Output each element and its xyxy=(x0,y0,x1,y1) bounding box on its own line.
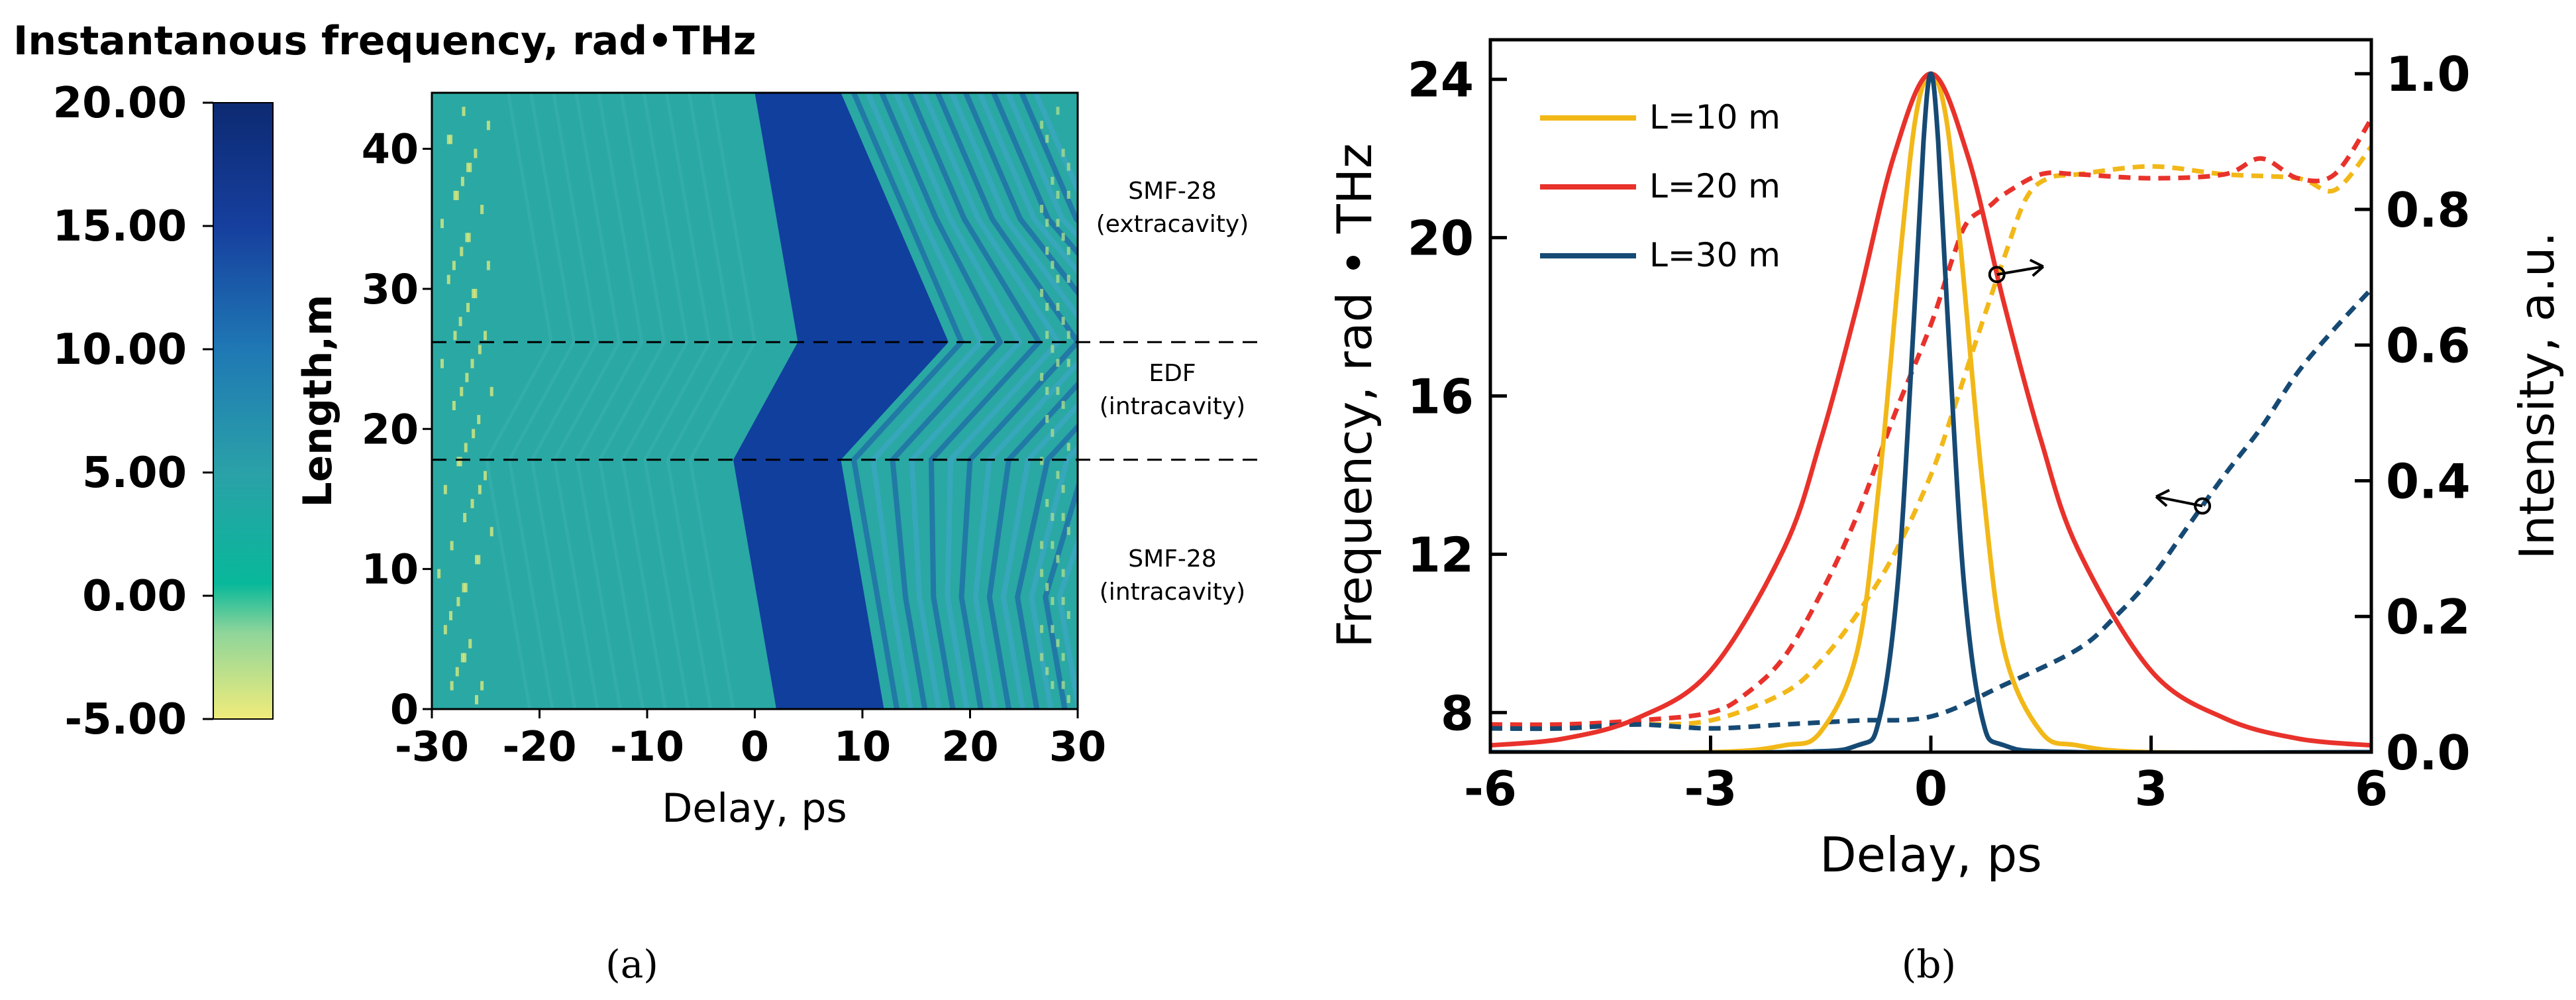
frequency-line-3 xyxy=(1490,287,2371,732)
panel-a-label: (a) xyxy=(605,942,658,987)
x-tick-label: 6 xyxy=(2355,761,2388,816)
x-tick-label: 3 xyxy=(2134,761,2167,816)
colorbar-tick-label: 10.00 xyxy=(53,325,187,374)
x-tick-label: -6 xyxy=(1464,761,1517,816)
colorbar-tick-label: 20.00 xyxy=(53,79,187,128)
annotation-arrow xyxy=(1996,265,2044,276)
line-chart-left-ticks: 8 12 16 20 24 xyxy=(1408,52,1507,741)
intensity-line-3 xyxy=(1490,71,2371,752)
heatmap-y-label: Length,m xyxy=(295,294,341,507)
colorbar-tick-label: 5.00 xyxy=(82,449,187,498)
section-bottom-name: SMF-28 xyxy=(1128,545,1216,573)
right-tick-label: 1.0 xyxy=(2386,46,2471,102)
x-tick-label: -20 xyxy=(502,722,576,771)
left-tick-label: 12 xyxy=(1408,527,1474,583)
x-tick-label: 0 xyxy=(1914,761,1947,816)
right-tick-label: 0.8 xyxy=(2386,182,2471,238)
y-tick-label: 0 xyxy=(390,685,419,734)
left-tick-label: 20 xyxy=(1408,211,1474,266)
heatmap-y-ticks: 0 10 20 30 40 xyxy=(362,125,432,734)
legend-label: L=10 m xyxy=(1649,98,1780,137)
annotation-arrow xyxy=(2155,495,2203,508)
line-chart-right-ticks: 0.0 0.2 0.4 0.6 0.8 1.0 xyxy=(2355,46,2471,781)
left-tick-label: 24 xyxy=(1408,52,1474,108)
right-tick-label: 0.2 xyxy=(2386,589,2471,645)
line-chart-curves xyxy=(1490,71,2371,752)
right-tick-label: 0.6 xyxy=(2386,318,2471,374)
heatmap xyxy=(432,93,1078,709)
section-bottom-detail: (intracavity) xyxy=(1100,579,1245,606)
panel-b-label: (b) xyxy=(1902,942,1956,987)
right-tick-label: 0.4 xyxy=(2386,453,2471,509)
line-chart-x-ticks: -6 -3 0 3 6 xyxy=(1464,736,2388,816)
y-tick-label: 40 xyxy=(362,125,419,174)
panel-a: Instantanous frequency, rad•THz 20.00 15.… xyxy=(13,18,1262,987)
line-chart-right-y-label: Intensity, a.u. xyxy=(2509,232,2565,560)
section-mid-detail: (intracavity) xyxy=(1100,393,1245,420)
colorbar xyxy=(213,102,274,720)
left-tick-label: 16 xyxy=(1408,369,1474,425)
right-tick-label: 0.0 xyxy=(2386,725,2471,781)
colorbar-title: Instantanous frequency, rad•THz xyxy=(13,18,756,64)
x-tick-label: 30 xyxy=(1049,722,1106,771)
colorbar-ticks: 20.00 15.00 10.00 5.00 0.00 -5.00 xyxy=(53,79,213,744)
annotation-marker xyxy=(2194,497,2212,515)
section-mid-name: EDF xyxy=(1149,360,1196,387)
heatmap-texture xyxy=(437,93,1078,709)
legend: L=10 m L=20 m L=30 m xyxy=(1540,98,1780,274)
colorbar-tick-label: 0.00 xyxy=(82,572,187,621)
heatmap-x-label: Delay, ps xyxy=(662,785,847,832)
boundary-lines xyxy=(432,341,1262,461)
section-top-detail: (extracavity) xyxy=(1096,211,1249,238)
y-tick-label: 10 xyxy=(362,545,419,594)
line-chart-x-label: Delay, ps xyxy=(1820,827,2041,883)
legend-label: L=20 m xyxy=(1649,167,1780,205)
left-tick-label: 8 xyxy=(1441,685,1474,741)
x-tick-label: -10 xyxy=(610,722,684,771)
section-top-name: SMF-28 xyxy=(1128,178,1216,205)
line-chart-left-y-label: Frequency, rad • THz xyxy=(1327,143,1382,647)
x-tick-label: -30 xyxy=(395,722,469,771)
x-tick-label: 0 xyxy=(741,722,769,771)
legend-label: L=30 m xyxy=(1649,236,1780,274)
heatmap-pulse-region xyxy=(733,93,949,709)
y-tick-label: 30 xyxy=(362,265,419,313)
line-chart-frame xyxy=(1488,38,2373,754)
heatmap-x-ticks: -30 -20 -10 0 10 20 30 xyxy=(395,709,1106,771)
colorbar-tick-label: 15.00 xyxy=(53,202,187,251)
x-tick-label: 10 xyxy=(834,722,891,771)
frequency-line-1 xyxy=(1490,144,2371,731)
frequency-line-2 xyxy=(1490,117,2371,728)
x-tick-label: 20 xyxy=(941,722,998,771)
x-tick-label: -3 xyxy=(1684,761,1737,816)
colorbar-tick-label: -5.00 xyxy=(65,695,187,744)
y-tick-label: 20 xyxy=(362,405,419,453)
curve-annotations xyxy=(1988,258,2212,515)
panel-b: -6 -3 0 3 6 8 12 16 20 24 0.0 0.2 0.4 0.6 0.8 1.0 Del… xyxy=(1327,38,2565,987)
